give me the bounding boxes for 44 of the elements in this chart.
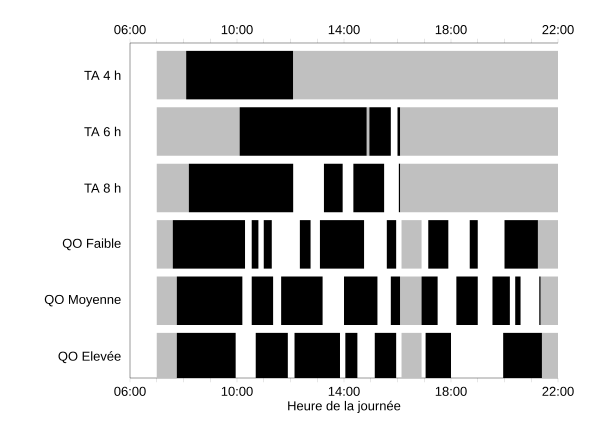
bar xyxy=(156,107,240,156)
y-tick-label: TA 6 h xyxy=(84,126,120,136)
bar xyxy=(369,107,391,156)
x2-tick-label: 22:00 xyxy=(542,25,574,34)
x-tick-label: 06:00 xyxy=(114,386,146,396)
bar xyxy=(264,220,272,269)
x-tick-label: 10:00 xyxy=(222,386,253,396)
bar xyxy=(188,164,294,212)
bar xyxy=(540,276,558,325)
bar xyxy=(156,220,173,269)
x2-tick-label: 06:00 xyxy=(114,25,146,34)
bar xyxy=(492,276,510,325)
bar xyxy=(515,276,521,325)
bar xyxy=(252,276,274,325)
x2-tick-label: 18:00 xyxy=(436,25,467,34)
bar xyxy=(428,220,448,269)
bar xyxy=(456,276,478,325)
bar xyxy=(240,107,367,156)
x-tick-label: 18:00 xyxy=(436,386,467,396)
bar xyxy=(324,164,343,212)
bar xyxy=(281,276,323,325)
y-tick-label: QO Faible xyxy=(62,238,121,250)
bar xyxy=(156,164,189,212)
bar xyxy=(252,220,258,269)
x2-tick-label: 10:00 xyxy=(222,25,253,34)
bar xyxy=(176,276,242,325)
bar xyxy=(353,164,384,212)
x-tick-label: 22:00 xyxy=(542,386,574,396)
bar xyxy=(398,107,400,156)
bar xyxy=(300,220,311,269)
x-tick-label: 14:00 xyxy=(328,386,360,396)
x-axis-title: Heure de la journée xyxy=(288,400,400,413)
y-tick-label: TA 8 h xyxy=(84,183,120,193)
x2-tick-label: 14:00 xyxy=(328,25,360,34)
bar xyxy=(186,50,294,100)
bar xyxy=(156,276,177,325)
bar xyxy=(172,220,246,269)
y-tick-label: QO Elevée xyxy=(58,351,121,364)
y-tick-label: QO Moyenne xyxy=(44,294,121,307)
bar xyxy=(504,220,538,269)
y-tick-label: TA 4 h xyxy=(84,70,120,80)
bar xyxy=(156,50,186,100)
bar xyxy=(470,220,478,269)
bar xyxy=(344,276,378,325)
